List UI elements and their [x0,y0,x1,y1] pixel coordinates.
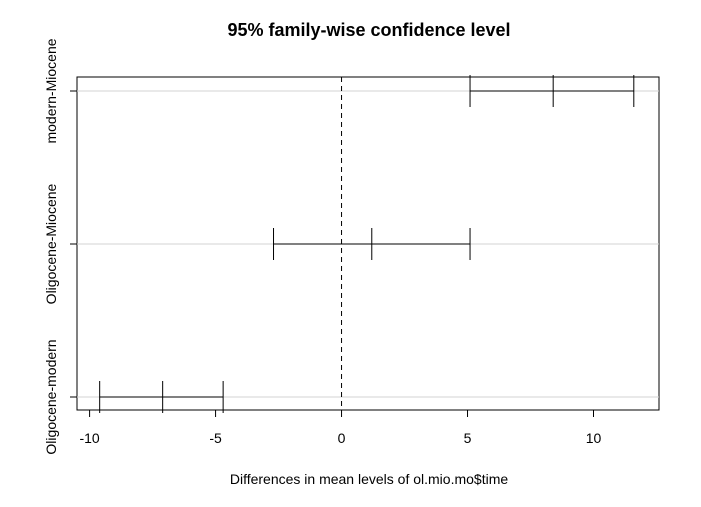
confidence-intervals [99,75,635,413]
x-tick-label: 0 [338,430,346,446]
x-tick-label: -10 [79,430,99,446]
y-tick-label: modern-Miocene [43,38,59,143]
x-tick-label: 5 [464,430,472,446]
chart-title: 95% family-wise confidence level [227,20,510,40]
y-tick-label: Oligocene-Miocene [43,183,59,304]
x-tick-label: 10 [586,430,602,446]
y-tick-label: Oligocene-modern [43,339,59,454]
x-axis: -10 -5 0 5 10 [79,409,602,446]
x-axis-label: Differences in mean levels of ol.mio.mo$… [230,471,509,487]
y-axis: modern-Miocene Oligocene-Miocene Oligocene… [43,38,77,455]
x-tick-label: -5 [209,430,222,446]
